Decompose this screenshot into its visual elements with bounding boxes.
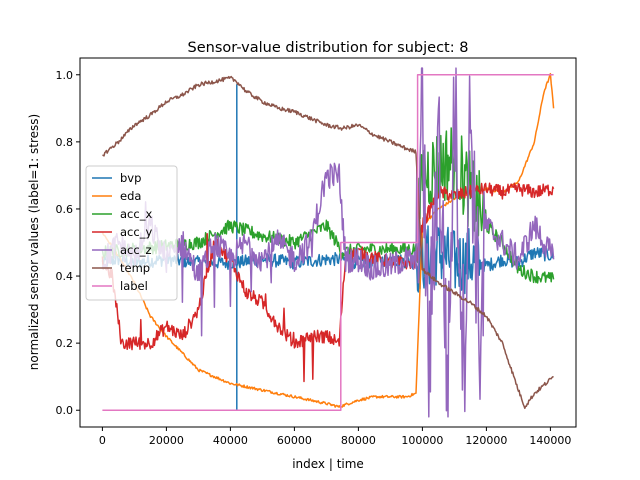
series-layer xyxy=(101,67,555,418)
plot-frame xyxy=(79,57,577,428)
legend-label-acc-z: acc_z xyxy=(120,243,151,257)
y-tick-label: 0.0 xyxy=(56,404,74,417)
x-tick-label: 140000 xyxy=(529,434,571,447)
y-tick-label: 0.8 xyxy=(56,136,74,149)
y-tick-label: 0.2 xyxy=(56,337,74,350)
series-line-acc-y xyxy=(101,182,555,383)
legend-label-bvp: bvp xyxy=(120,171,141,185)
y-axis: 0.0 0.2 0.4 0.6 0.8 1.0 xyxy=(56,69,80,417)
legend-label-label: label xyxy=(120,279,148,293)
legend-label-temp: temp xyxy=(120,261,150,275)
x-tick-label: 40000 xyxy=(213,434,248,447)
x-axis-label: index | time xyxy=(292,457,364,471)
x-tick-label: 60000 xyxy=(277,434,312,447)
y-tick-label: 0.6 xyxy=(56,203,74,216)
series-line-label xyxy=(102,74,554,411)
legend-label-acc-y: acc_y xyxy=(120,225,152,239)
x-tick-label: 20000 xyxy=(149,434,184,447)
series-line-temp xyxy=(102,75,554,410)
x-axis: 0 20000 40000 60000 80000 100000 120000 140000 xyxy=(99,427,571,447)
chart-title: Sensor-value distribution for subject: 8 xyxy=(188,40,469,56)
plot-area xyxy=(79,57,577,428)
x-tick-label: 120000 xyxy=(465,434,507,447)
legend-label-eda: eda xyxy=(120,189,141,203)
x-tick-label: 100000 xyxy=(401,434,443,447)
legend-label-acc-x: acc_x xyxy=(120,207,152,221)
series-line-acc-z xyxy=(101,67,555,418)
x-tick-label: 80000 xyxy=(341,434,376,447)
y-tick-label: 1.0 xyxy=(56,69,74,82)
legend-box xyxy=(85,165,178,301)
x-tick-label: 0 xyxy=(99,434,106,447)
y-tick-label: 0.4 xyxy=(56,270,74,283)
y-axis-label: normalized sensor values (label=1: stres… xyxy=(27,114,41,370)
